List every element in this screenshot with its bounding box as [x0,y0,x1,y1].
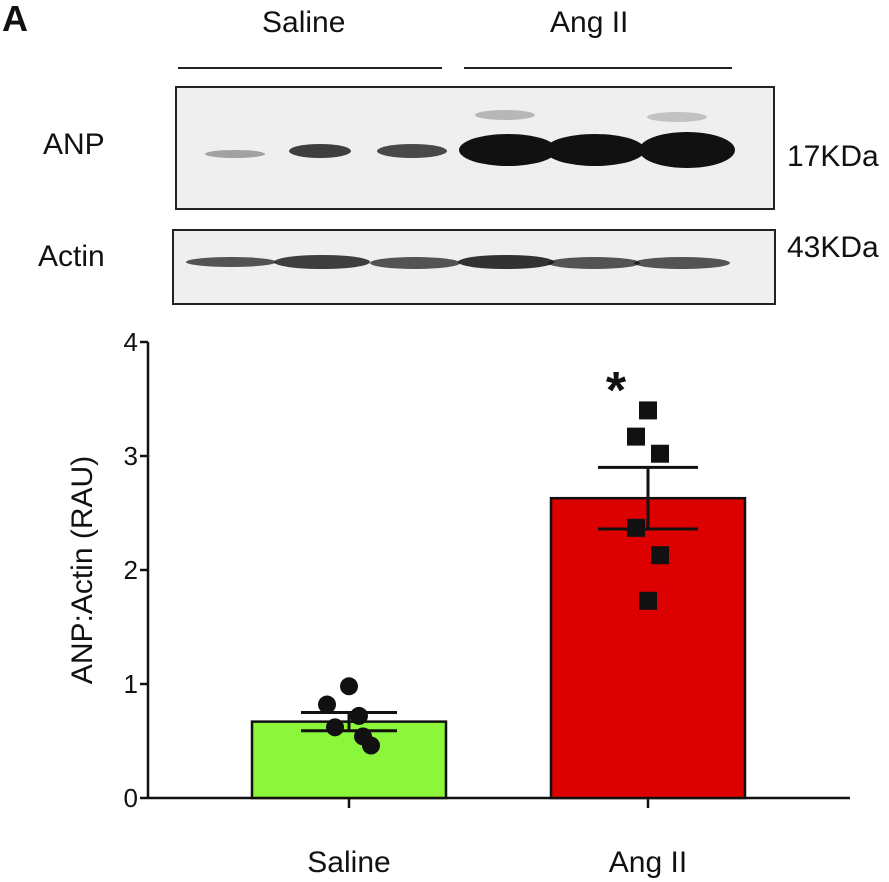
y-tick-label-3: 3 [124,441,138,471]
actin-western-blot [172,229,776,305]
data-point-ang-ii-2 [627,427,645,446]
y-tick-label-2: 2 [124,555,138,585]
anp-band-6 [639,132,735,168]
data-point-saline-3 [350,706,368,725]
bar-ang-ii [549,496,747,800]
anp-band-upper-4 [475,110,535,120]
data-point-ang-ii-3 [651,444,669,463]
anp-band-5 [545,134,645,166]
anp-western-blot [175,86,775,210]
actin-blot-label: Actin [38,240,105,273]
blot-group-saline-label: Saline [262,6,346,39]
ang-ii-group-bracket [464,67,732,69]
actin-band-4 [458,255,554,269]
bar-saline [250,720,448,800]
data-point-ang-ii-5 [651,546,669,565]
anp-blot-label: ANP [43,128,105,161]
saline-group-bracket [178,67,442,69]
data-point-saline-6 [362,736,380,755]
actin-band-5 [548,257,640,269]
y-tick-label-1: 1 [124,669,138,699]
data-point-ang-ii-1 [639,401,657,420]
actin-band-1 [186,257,276,267]
anp-band-4 [459,134,557,166]
data-point-saline-4 [326,718,344,737]
actin-band-6 [634,257,730,269]
data-point-ang-ii-6 [639,591,657,610]
actin-band-2 [274,255,370,269]
x-tick-label-saline: Saline [307,846,390,879]
blot-group-ang-ii-label: Ang II [550,6,629,39]
actin-kda-label: 43KDa [787,231,879,264]
x-tick-label-ang-ii: Ang II [609,846,687,879]
actin-band-3 [370,257,460,269]
anp-kda-label: 17KDa [787,140,879,173]
anp-band-1 [205,150,265,158]
y-axis-label: ANP:Actin (RAU) [66,456,99,684]
significance-annotation-1: * [606,362,627,420]
anp-band-2 [289,144,351,158]
y-tick-label-4: 4 [124,327,138,357]
anp-band-3 [377,144,447,158]
data-point-ang-ii-4 [627,518,645,537]
panel-letter: A [2,0,28,39]
data-point-saline-2 [318,695,336,714]
anp-band-upper-6 [647,112,707,122]
data-point-saline-1 [340,677,358,696]
y-tick-label-0: 0 [124,783,138,813]
